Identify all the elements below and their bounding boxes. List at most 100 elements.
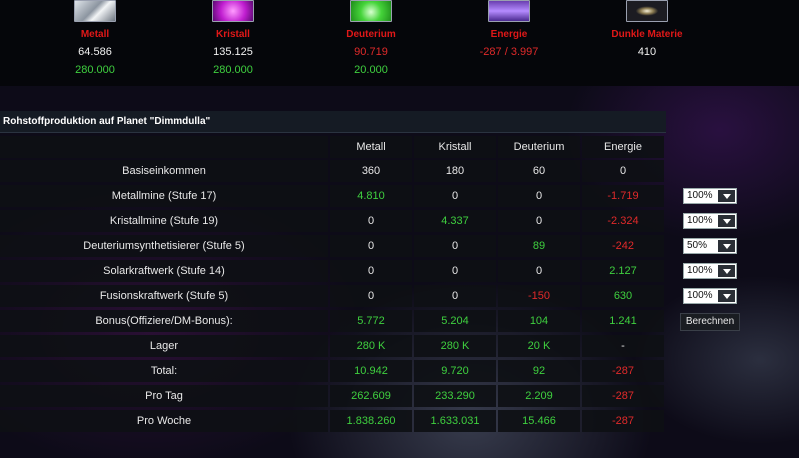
table-cell: 0 [582,160,664,182]
select-value: 50% [687,240,708,251]
table-cell: 10.942 [330,360,412,382]
crystal-icon [212,0,254,22]
resource-name: Dunkle Materie [611,29,683,40]
table-cell: 60 [498,160,580,182]
table-cell: 0 [498,210,580,232]
table-cell: 0 [414,185,496,207]
chevron-down-icon[interactable] [718,190,735,202]
resource-production [587,64,707,77]
row-label: Pro Tag [0,385,328,407]
table-cell: 360 [330,160,412,182]
select-value: 100% [687,290,713,301]
metal-icon [74,0,116,22]
row-label: Lager [0,335,328,357]
row-label: Solarkraftwerk (Stufe 14) [0,260,328,282]
table-cell: 15.466 [498,410,580,432]
row-label: Basiseinkommen [0,160,328,182]
energy-icon [488,0,530,22]
resource-amount: -287 / 3.997 [479,46,539,58]
table-cell: 9.720 [414,360,496,382]
production-percent-select[interactable]: 100% [683,188,737,204]
table-cell: 2.209 [498,385,580,407]
table-cell: 0 [498,260,580,282]
column-header: Metall [330,136,412,158]
table-cell: 0 [330,260,412,282]
table-cell: 20 K [498,335,580,357]
table-cell: 630 [582,285,664,307]
table-cell: - [582,335,664,357]
column-header: Kristall [414,136,496,158]
table-cell: 1.241 [582,310,664,332]
resource-name: Energie [490,29,528,40]
table-cell: 280 K [330,335,412,357]
table-cell: 233.290 [414,385,496,407]
table-cell: 280 K [414,335,496,357]
resource-crystal[interactable]: Kristall 135.125 280.000 [173,0,293,77]
table-cell: 1.838.260 [330,410,412,432]
resource-amount: 135.125 [213,46,253,58]
table-cell: 5.772 [330,310,412,332]
resource-production: 20.000 [354,64,388,76]
resource-production: 280.000 [75,64,115,76]
table-cell: 0 [414,285,496,307]
chevron-down-icon[interactable] [718,215,735,227]
resource-name: Metall [80,29,110,40]
table-cell: 5.204 [414,310,496,332]
table-cell: 0 [414,235,496,257]
resource-production [449,64,569,77]
table-cell: 92 [498,360,580,382]
resource-amount: 64.586 [78,46,112,58]
row-label: Deuteriumsynthetisierer (Stufe 5) [0,235,328,257]
table-cell: 89 [498,235,580,257]
table-cell: -242 [582,235,664,257]
panel-title: Rohstoffproduktion auf Planet "Dimmdulla… [0,111,666,133]
table-cell: 4.337 [414,210,496,232]
resource-dark-matter[interactable]: Dunkle Materie 410 [587,0,707,77]
dark-matter-icon [626,0,668,22]
resource-amount: 90.719 [354,46,388,58]
table-cell: -2.324 [582,210,664,232]
resource-bar: Metall 64.586 280.000 Kristall 135.125 2… [0,0,799,86]
resource-deuterium[interactable]: Deuterium 90.719 20.000 [311,0,431,77]
resource-metal[interactable]: Metall 64.586 280.000 [35,0,155,77]
chevron-down-icon[interactable] [718,240,735,252]
select-value: 100% [687,265,713,276]
table-cell: 104 [498,310,580,332]
table-cell: 1.633.031 [414,410,496,432]
row-label: Pro Woche [0,410,328,432]
resource-amount: 410 [637,46,657,58]
table-cell: 0 [414,260,496,282]
table-cell: 0 [330,285,412,307]
table-cell: 262.609 [330,385,412,407]
chevron-down-icon[interactable] [718,290,735,302]
table-header-empty [0,136,328,158]
row-label: Fusionskraftwerk (Stufe 5) [0,285,328,307]
table-cell: -287 [582,385,664,407]
resource-name: Deuterium [346,29,396,40]
production-percent-select[interactable]: 100% [683,213,737,229]
column-header: Deuterium [498,136,580,158]
table-cell: 180 [414,160,496,182]
table-cell: -287 [582,360,664,382]
row-label: Bonus(Offiziere/DM-Bonus): [0,310,328,332]
chevron-down-icon[interactable] [718,265,735,277]
resource-name: Kristall [216,29,250,40]
table-cell: 0 [498,185,580,207]
table-cell: 4.810 [330,185,412,207]
table-cell: -1.719 [582,185,664,207]
production-percent-select[interactable]: 100% [683,263,737,279]
resource-energy[interactable]: Energie -287 / 3.997 [449,0,569,77]
row-label: Kristallmine (Stufe 19) [0,210,328,232]
select-value: 100% [687,190,713,201]
production-percent-select[interactable]: 100% [683,288,737,304]
table-cell: -287 [582,410,664,432]
row-label: Total: [0,360,328,382]
table-cell: -150 [498,285,580,307]
column-header: Energie [582,136,664,158]
select-value: 100% [687,215,713,226]
table-cell: 0 [330,235,412,257]
table-cell: 0 [330,210,412,232]
resource-production: 280.000 [213,64,253,76]
calculate-button[interactable]: Berechnen [680,313,740,331]
production-percent-select[interactable]: 50% [683,238,737,254]
